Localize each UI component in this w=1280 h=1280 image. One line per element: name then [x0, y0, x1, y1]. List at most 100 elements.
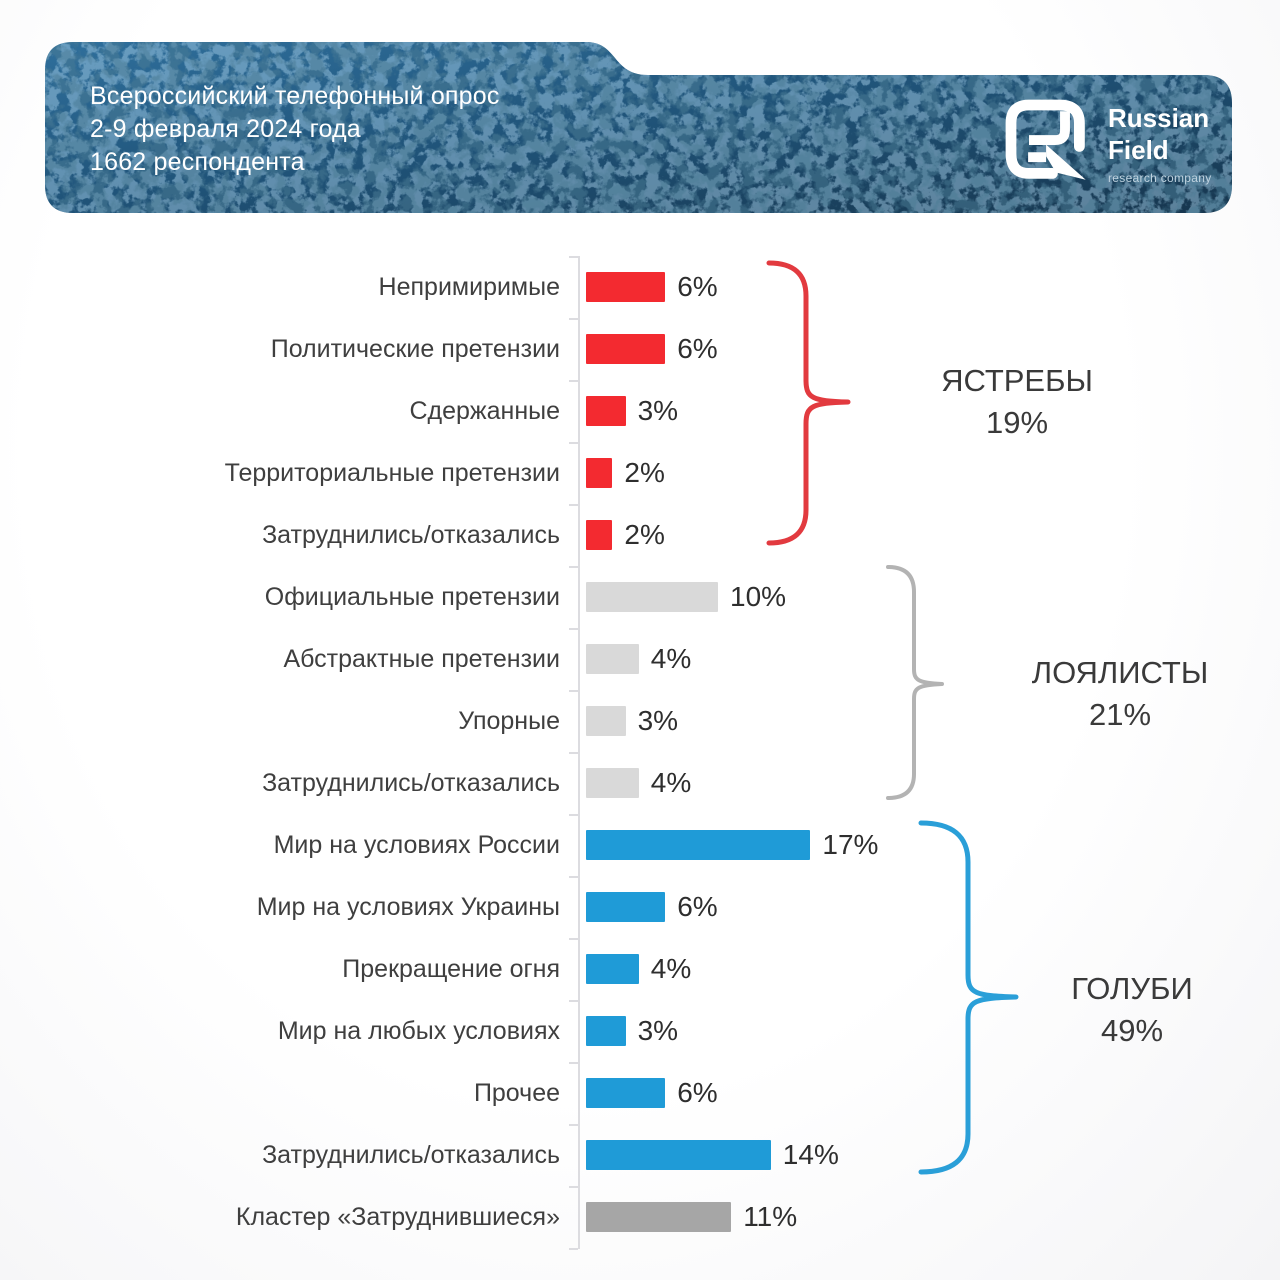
group-name: ЯСТРЕБЫ: [941, 363, 1093, 398]
category-label: Мир на любых условиях: [277, 1016, 560, 1045]
chart-row: Прочее 6%: [0, 1062, 1280, 1124]
bar: [586, 954, 639, 984]
chart-row: Затруднились/отказались 2%: [0, 504, 1280, 566]
group-name: ГОЛУБИ: [1071, 971, 1193, 1006]
bar: [586, 334, 666, 364]
axis-tick: [569, 752, 578, 754]
value-label: 2%: [624, 457, 665, 488]
value-label: 6%: [677, 891, 718, 922]
category-label: Мир на условиях Украины: [256, 892, 560, 921]
category-label: Территориальные претензии: [224, 458, 560, 487]
chart-row: Затруднились/отказались 14%: [0, 1124, 1280, 1186]
category-label: Кластер «Затруднившиеся»: [235, 1202, 560, 1231]
value-label: 2%: [624, 519, 665, 550]
bar: [586, 520, 613, 550]
chart-row: Мир на любых условиях 3%: [0, 1000, 1280, 1062]
logo-name-line1: Russian: [1108, 103, 1210, 133]
chart-row: Официальные претензии 10%: [0, 566, 1280, 628]
chart-row: Территориальные претензии 2%: [0, 442, 1280, 504]
category-label: Сдержанные: [409, 396, 560, 425]
bar: [586, 582, 718, 612]
chart-row: Упорные 3%: [0, 690, 1280, 752]
category-label: Прекращение огня: [342, 954, 560, 983]
axis-tick: [569, 876, 578, 878]
value-label: 6%: [677, 271, 718, 302]
category-label: Прочее: [473, 1078, 560, 1107]
value-label: 17%: [822, 829, 879, 860]
axis-tick: [569, 690, 578, 692]
group-label-hawks: ЯСТРЕБЫ 19%: [897, 360, 1137, 444]
bar: [586, 706, 626, 736]
category-label: Затруднились/отказались: [262, 768, 560, 797]
category-label: Мир на условиях России: [273, 830, 560, 859]
chart-row: Сдержанные 3%: [0, 380, 1280, 442]
logo-tagline: research company: [1108, 171, 1212, 185]
value-label: 3%: [637, 705, 679, 736]
axis-tick: [569, 380, 578, 382]
bar: [586, 272, 666, 302]
group-label-doves: ГОЛУБИ 49%: [1012, 968, 1252, 1052]
bar: [586, 768, 639, 798]
category-label: Затруднились/отказались: [262, 1140, 560, 1169]
category-label: Затруднились/отказались: [262, 520, 560, 549]
chart-row: Кластер «Затруднившиеся» 11%: [0, 1186, 1280, 1248]
axis-tick: [569, 504, 578, 506]
category-label: Абстрактные претензии: [283, 644, 560, 673]
value-label: 10%: [730, 581, 787, 612]
group-total: 21%: [1088, 697, 1152, 732]
russian-field-logo-text: Russian Field research company: [1108, 102, 1212, 185]
bar: [586, 892, 666, 922]
logo-name-line2: Field: [1108, 135, 1169, 165]
header-banner: [45, 42, 1232, 213]
axis-tick: [569, 1248, 578, 1250]
axis-tick: [569, 442, 578, 444]
axis-tick: [569, 1062, 578, 1064]
group-total: 19%: [985, 405, 1049, 440]
group-name: ЛОЯЛИСТЫ: [1031, 655, 1209, 690]
value-label: 6%: [677, 1077, 718, 1108]
survey-title: Всероссийский телефонный опрос: [90, 82, 500, 110]
axis-tick: [569, 938, 578, 940]
bar: [586, 458, 613, 488]
value-label: 14%: [782, 1139, 839, 1170]
chart-row: Мир на условиях Украины 6%: [0, 876, 1280, 938]
bar: [586, 1202, 732, 1232]
axis-tick: [569, 1186, 578, 1188]
value-label: 4%: [650, 767, 692, 798]
chart-row: Прекращение огня 4%: [0, 938, 1280, 1000]
chart-row: Мир на условиях России 17%: [0, 814, 1280, 876]
group-label-loyalists: ЛОЯЛИСТЫ 21%: [1000, 652, 1240, 736]
survey-respondents: 1662 респондента: [90, 148, 305, 176]
bar: [586, 396, 626, 426]
bar: [586, 1078, 666, 1108]
axis-tick: [569, 814, 578, 816]
group-total: 49%: [1100, 1013, 1164, 1048]
value-label: 3%: [637, 395, 679, 426]
value-label: 11%: [743, 1201, 798, 1232]
value-label: 4%: [650, 953, 692, 984]
survey-meta: Всероссийский телефонный опрос 2-9 февра…: [90, 80, 500, 179]
axis-tick: [569, 628, 578, 630]
bar: [586, 1140, 771, 1170]
chart-row: Политические претензии 6%: [0, 318, 1280, 380]
chart-row: Затруднились/отказались 4%: [0, 752, 1280, 814]
value-label: 3%: [637, 1015, 679, 1046]
axis-tick: [569, 256, 578, 258]
bar-chart: Непримиримые 6% Политические претензии 6…: [0, 256, 1280, 1248]
category-label: Политические претензии: [270, 334, 560, 363]
chart-row: Непримиримые 6%: [0, 256, 1280, 318]
axis-tick: [569, 1000, 578, 1002]
value-label: 4%: [650, 643, 692, 674]
value-label: 6%: [677, 333, 718, 364]
category-label: Упорные: [458, 706, 560, 735]
axis-tick: [569, 1124, 578, 1126]
chart-row: Абстрактные претензии 4%: [0, 628, 1280, 690]
axis-line: [578, 256, 580, 1249]
bar: [586, 1016, 626, 1046]
category-label: Непримиримые: [378, 272, 560, 301]
bar: [586, 830, 811, 860]
category-label: Официальные претензии: [264, 582, 560, 611]
bar: [586, 644, 639, 674]
axis-tick: [569, 318, 578, 320]
